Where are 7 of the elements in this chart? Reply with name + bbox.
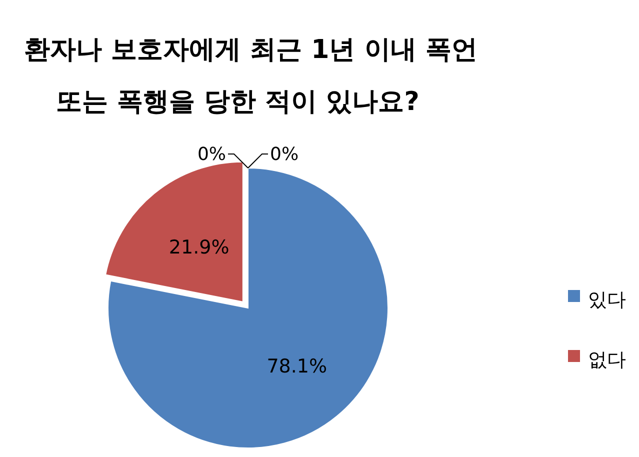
data-label: 78.1% <box>266 356 328 378</box>
text: 0% <box>197 144 226 165</box>
legend-label: 없다 <box>588 349 626 372</box>
chart-title: 환자나 보호자에게 최근 1년 이내 폭언 또는 폭행을 당한 적이 있나요? <box>24 35 478 117</box>
text: 0% <box>270 144 299 165</box>
data-label: 21.9% <box>168 236 230 259</box>
legend-label: 있다 <box>588 289 626 312</box>
